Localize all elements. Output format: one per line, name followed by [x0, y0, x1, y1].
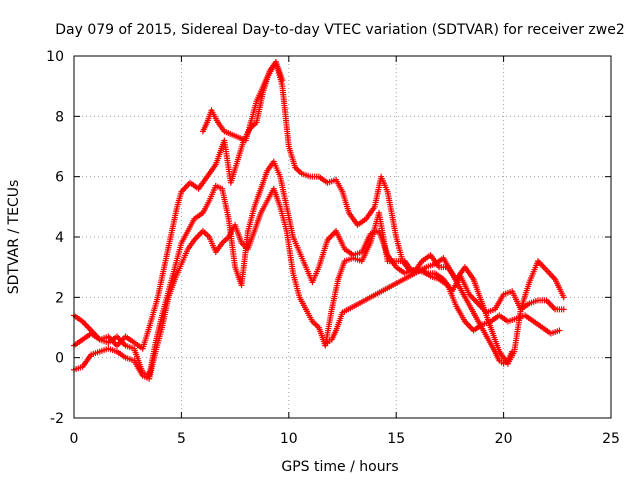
x-tick-label: 10	[280, 431, 298, 447]
data-point	[556, 327, 563, 334]
tick-labels: 0 5 10 15 20 25 -2 0 2 4 6 8 10	[46, 49, 620, 447]
chart-title: Day 079 of 2015, Sidereal Day-to-day VTE…	[55, 22, 625, 38]
series-track-3	[71, 185, 567, 382]
y-tick-label: 0	[55, 351, 64, 367]
data-point	[509, 348, 516, 355]
data-point	[279, 77, 286, 84]
x-tick-label: 0	[70, 431, 79, 447]
y-tick-label: 6	[55, 170, 64, 186]
series-track-2	[71, 158, 563, 379]
y-tick-label: -2	[50, 411, 64, 427]
x-tick-label: 20	[495, 431, 513, 447]
y-tick-label: 4	[55, 230, 64, 246]
data-point	[560, 306, 567, 313]
y-tick-label: 8	[55, 109, 64, 125]
data-marks	[71, 59, 567, 382]
series-track-5	[324, 255, 516, 367]
x-tick-label: 25	[602, 431, 620, 447]
x-axis-label: GPS time / hours	[281, 459, 398, 475]
y-tick-label: 10	[46, 49, 64, 65]
y-axis-label: SDTVAR / TECUs	[6, 180, 22, 295]
data-point	[560, 294, 567, 301]
y-tick-label: 2	[55, 290, 64, 306]
series-track-4	[199, 59, 286, 144]
series-track-1	[71, 59, 567, 352]
axis-ticks	[73, 55, 612, 419]
x-tick-label: 15	[387, 431, 405, 447]
x-tick-label: 5	[177, 431, 186, 447]
